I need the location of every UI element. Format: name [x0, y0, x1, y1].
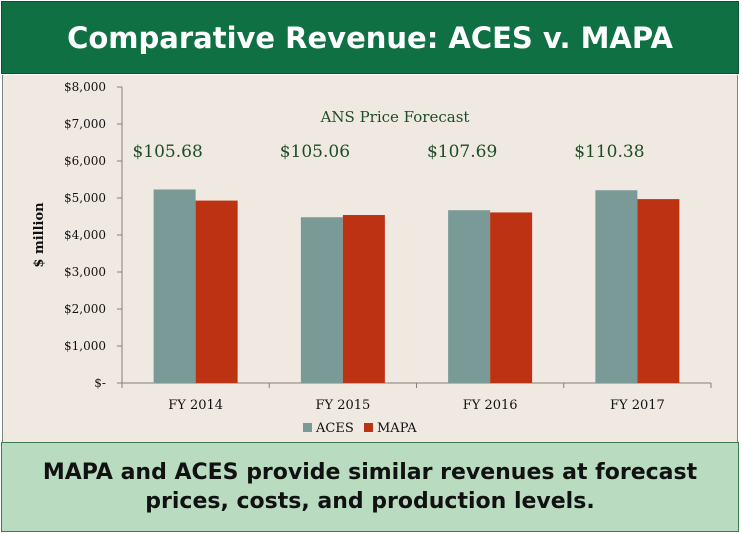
bar-mapa — [342, 215, 385, 383]
x-category-label: FY 2014 — [168, 398, 223, 413]
price-forecast-label: $105.06 — [280, 142, 350, 162]
y-tick-label: $4,000 — [64, 228, 106, 242]
legend-label-aces: ACES — [315, 421, 354, 436]
y-tick-label: $5,000 — [64, 191, 106, 205]
x-category-label: FY 2016 — [463, 398, 518, 413]
y-tick-label: $3,000 — [64, 265, 106, 279]
bar-mapa — [195, 200, 238, 383]
chart-subtitle: ANS Price Forecast — [320, 108, 470, 126]
x-category-label: FY 2017 — [610, 398, 665, 413]
y-tick-label: $1,000 — [64, 339, 106, 353]
summary-text: MAPA and ACES provide similar revenues a… — [1, 442, 739, 532]
y-axis-label: $ million — [32, 202, 47, 268]
y-tick-label: $2,000 — [64, 302, 106, 316]
legend-swatch-aces — [303, 423, 312, 432]
chart-area: $- $1,000 $2,000 $3,000 $4,000 $5,000 $6,000 $7… — [2, 75, 738, 442]
bar-aces — [448, 210, 491, 383]
x-category-label: FY 2015 — [315, 398, 370, 413]
legend-swatch-mapa — [364, 423, 373, 432]
legend-label-mapa: MAPA — [377, 421, 417, 436]
slide-title: Comparative Revenue: ACES v. MAPA — [1, 1, 739, 74]
bar-aces — [595, 190, 638, 383]
bar-mapa — [637, 199, 680, 383]
bar-aces — [300, 217, 343, 383]
revenue-bar-chart: $- $1,000 $2,000 $3,000 $4,000 $5,000 $6,000 $7… — [32, 80, 712, 436]
price-forecast-label: $110.38 — [574, 142, 644, 162]
y-tick-label: $- — [94, 376, 106, 390]
bar-aces — [153, 189, 196, 383]
y-tick-label: $7,000 — [64, 117, 106, 131]
price-forecast-label: $105.68 — [132, 142, 202, 162]
y-tick-label: $6,000 — [64, 154, 106, 168]
bar-mapa — [490, 212, 533, 383]
price-forecast-label: $107.69 — [427, 142, 497, 162]
y-tick-label: $8,000 — [64, 80, 106, 94]
